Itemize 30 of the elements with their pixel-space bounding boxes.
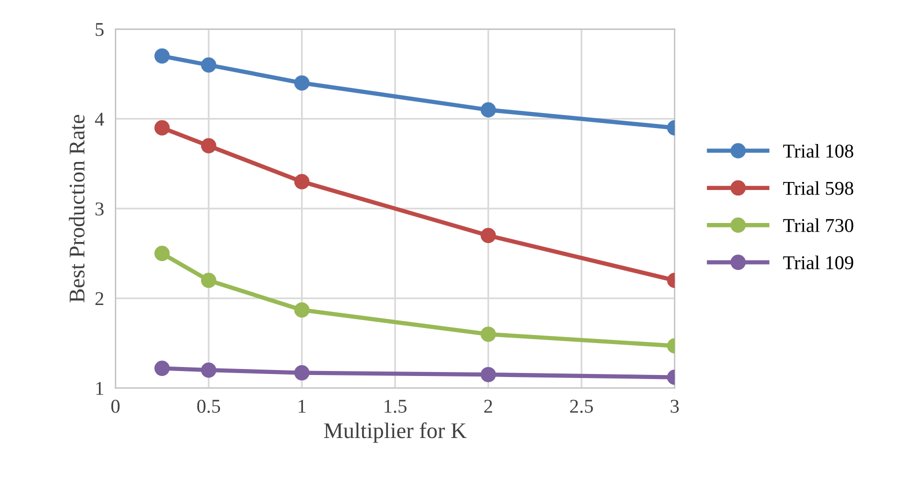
legend-label: Trial 598 bbox=[783, 181, 854, 195]
legend-label: Trial 109 bbox=[783, 256, 854, 270]
x-tick-label: 3 bbox=[670, 400, 679, 413]
point bbox=[154, 120, 170, 136]
point bbox=[154, 48, 170, 64]
point bbox=[294, 365, 310, 380]
legend-label: Trial 730 bbox=[783, 218, 854, 232]
y-tick-label: 5 bbox=[96, 23, 104, 36]
legend-label: Trial 108 bbox=[783, 144, 854, 158]
y-tick-label: 1 bbox=[96, 382, 104, 395]
x-tick-label: 1.5 bbox=[384, 400, 406, 413]
point bbox=[201, 138, 216, 154]
x-tick-label: 2.5 bbox=[570, 400, 593, 413]
x-tick-label: 0 bbox=[111, 400, 120, 413]
point bbox=[294, 174, 310, 190]
point bbox=[154, 360, 170, 376]
y-axis-title: Best Production Rate bbox=[68, 114, 85, 302]
y-tick-label: 2 bbox=[95, 292, 104, 306]
point bbox=[201, 362, 216, 378]
x-axis-title: Multiplier for K bbox=[324, 422, 466, 443]
x-tick-label: 0.5 bbox=[197, 400, 220, 413]
y-tick-label: 4 bbox=[95, 112, 104, 126]
point bbox=[201, 272, 216, 288]
point bbox=[294, 75, 310, 91]
point bbox=[294, 302, 310, 318]
point bbox=[154, 246, 170, 262]
y-tick-label: 3 bbox=[96, 202, 104, 216]
x-tick-label: 1 bbox=[298, 400, 306, 413]
x-tick-label: 2 bbox=[484, 400, 492, 413]
point bbox=[201, 57, 216, 73]
